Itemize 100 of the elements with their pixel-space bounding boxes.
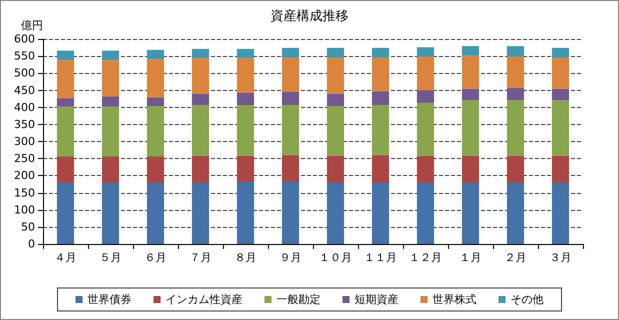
bar (282, 57, 300, 92)
bar (462, 182, 480, 244)
bar (372, 155, 390, 182)
x-tick-label: ６月 (144, 251, 166, 264)
bar (506, 156, 524, 182)
bar (462, 156, 480, 182)
bar (102, 106, 120, 157)
bar (236, 181, 254, 244)
y-tick-label: 500 (14, 66, 35, 80)
bar (326, 156, 344, 182)
y-tick-label: 100 (14, 203, 35, 216)
bar (326, 182, 344, 244)
bar (506, 100, 524, 156)
bar (416, 56, 434, 90)
legend-label: 一般勘定 (276, 293, 320, 306)
bar (236, 92, 254, 105)
bar (192, 48, 210, 58)
y-tick-label: 600 (14, 32, 35, 46)
x-tick-label: １０月 (319, 251, 352, 264)
bar (552, 57, 570, 89)
bar (462, 56, 480, 89)
bar (372, 57, 390, 92)
bar (146, 182, 164, 244)
bar (146, 106, 164, 157)
bar (236, 104, 254, 156)
bar (282, 104, 300, 156)
bar (146, 156, 164, 182)
y-axis-title: 億円 (21, 19, 43, 32)
bar (236, 48, 254, 58)
bar (102, 96, 120, 107)
x-tick-label: １月 (460, 251, 482, 264)
bar (192, 94, 210, 105)
bar (506, 56, 524, 88)
y-tick-label: 0 (28, 238, 35, 250)
x-tick-label: ３月 (550, 251, 572, 264)
x-tick-label: １２月 (409, 251, 442, 264)
bar (192, 156, 210, 182)
bar (146, 50, 164, 60)
legend-label: 世界債券 (88, 293, 132, 306)
bar (236, 156, 254, 182)
legend-label: 世界株式 (432, 293, 476, 306)
bar (102, 50, 120, 60)
bar (552, 182, 570, 244)
bar (552, 48, 570, 58)
x-tick-label: ９月 (280, 251, 302, 264)
bar (326, 106, 344, 156)
y-tick-label: 350 (14, 118, 35, 131)
y-tick-label: 250 (14, 152, 35, 166)
bar (102, 156, 120, 182)
bar (552, 100, 570, 156)
legend-label: インカム性資産 (166, 293, 242, 306)
bar (192, 58, 210, 94)
bar (146, 59, 164, 98)
x-tick-label: ２月 (504, 251, 526, 264)
bar (102, 182, 120, 244)
bar (506, 182, 524, 244)
y-tick-label: 50 (21, 220, 35, 234)
bar (326, 57, 344, 94)
bar (416, 156, 434, 182)
bar (416, 102, 434, 156)
chart-title: 資産構成推移 (270, 8, 348, 24)
bar (506, 46, 524, 56)
bar (102, 60, 120, 96)
bar (326, 48, 344, 58)
bar (282, 48, 300, 58)
bar (372, 104, 390, 156)
bar (56, 182, 74, 244)
bar (282, 92, 300, 105)
bar (372, 91, 390, 105)
legend-label: その他 (510, 293, 544, 306)
bar (416, 47, 434, 56)
x-tick-label: ５月 (100, 251, 122, 264)
bar (56, 50, 74, 60)
y-tick-label: 450 (14, 84, 35, 97)
y-tick-label: 550 (14, 50, 35, 63)
y-tick-label: 300 (14, 135, 35, 148)
x-tick-label: ４月 (54, 251, 76, 264)
bar (56, 60, 74, 98)
bar (462, 88, 480, 100)
bar (552, 88, 570, 100)
y-tick-label: 150 (14, 186, 35, 200)
bar (146, 97, 164, 106)
legend-label: 短期資産 (354, 293, 398, 306)
bar (372, 182, 390, 244)
bar (552, 156, 570, 182)
bar (462, 100, 480, 156)
bar (56, 156, 74, 182)
bar (282, 155, 300, 182)
bar (56, 98, 74, 107)
bar (282, 181, 300, 244)
bar (506, 88, 524, 100)
y-tick-label: 400 (14, 100, 35, 114)
bar (192, 182, 210, 244)
bar (462, 46, 480, 56)
bar (56, 106, 74, 157)
x-tick-label: ８月 (234, 251, 256, 264)
bar (326, 94, 344, 106)
y-tick-label: 200 (14, 169, 35, 182)
bar (236, 58, 254, 93)
bar (372, 48, 390, 58)
